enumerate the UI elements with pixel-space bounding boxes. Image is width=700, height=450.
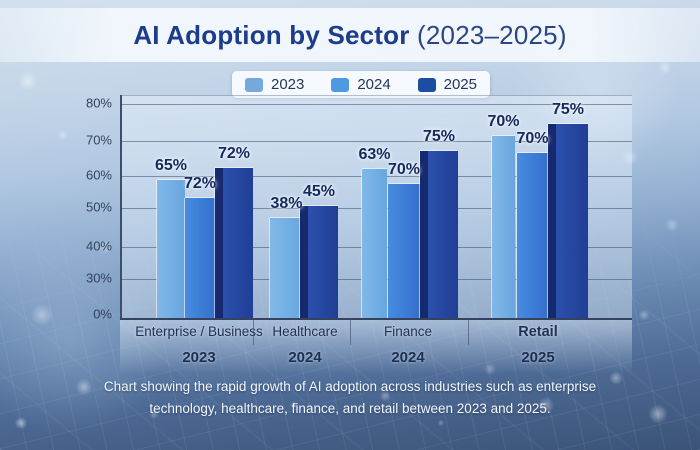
bar-value-label: 45% bbox=[302, 183, 336, 200]
bar-value-label: 70% bbox=[487, 113, 520, 130]
legend-swatch-2023 bbox=[245, 77, 263, 92]
y-axis-line bbox=[120, 95, 122, 318]
legend-swatch-2024 bbox=[331, 77, 350, 92]
bar-value-label: 70% bbox=[387, 161, 421, 178]
chart-legend: 2023 2024 2025 bbox=[232, 71, 490, 98]
bar-2023-retail bbox=[492, 136, 515, 319]
bar-2024-enterprise-business bbox=[185, 198, 215, 319]
bar-value-label: 38% bbox=[270, 195, 303, 212]
caption: Chart showing the rapid growth of AI ado… bbox=[0, 376, 700, 421]
year-label: 2025 bbox=[521, 349, 555, 366]
legend-label: 2025 bbox=[443, 76, 477, 93]
category-label-enterprise-business: Enterprise / Business bbox=[135, 324, 263, 339]
bar-2025-enterprise-business bbox=[215, 168, 253, 319]
y-tick-label: 70% bbox=[85, 132, 112, 148]
category-label-retail: Retail bbox=[518, 324, 558, 340]
bar-2023-enterprise-business bbox=[157, 180, 185, 319]
bar-2024-finance bbox=[388, 184, 420, 319]
bar-value-label: 75% bbox=[422, 128, 456, 145]
page-title: AI Adoption by Sector (2023–2025) bbox=[133, 20, 566, 51]
title-suffix: (2023–2025) bbox=[417, 19, 567, 50]
y-tick-label: 0% bbox=[93, 306, 112, 322]
x-tick-separator bbox=[253, 318, 254, 345]
title-banner: AI Adoption by Sector (2023–2025) bbox=[0, 8, 700, 62]
plot-area bbox=[120, 95, 632, 319]
bar-value-label: 63% bbox=[358, 146, 391, 163]
category-label-healthcare: Healthcare bbox=[272, 324, 338, 339]
x-axis-line bbox=[120, 318, 632, 320]
bar-value-label: 72% bbox=[183, 175, 217, 192]
y-tick-label: 60% bbox=[85, 167, 112, 183]
caption-line-2: technology, healthcare, finance, and ret… bbox=[149, 401, 551, 417]
y-tick-label: 30% bbox=[85, 270, 112, 286]
category-label-finance: Finance bbox=[383, 324, 433, 339]
x-tick-separator bbox=[350, 318, 351, 345]
bar-value-label: 65% bbox=[154, 157, 188, 174]
y-tick-label: 80% bbox=[85, 95, 112, 111]
year-label: 2024 bbox=[288, 349, 322, 366]
x-tick-separator bbox=[468, 318, 469, 345]
legend-label: 2023 bbox=[271, 76, 305, 93]
bar-value-label: 72% bbox=[217, 145, 251, 162]
legend-item-2023: 2023 bbox=[245, 76, 304, 93]
gridline-80% bbox=[120, 104, 632, 105]
bar-2023-finance bbox=[362, 169, 387, 319]
x-labels-strip bbox=[120, 318, 632, 374]
bar-2025-finance bbox=[420, 151, 458, 319]
bar-2023-healthcare bbox=[270, 218, 303, 319]
legend-item-2024: 2024 bbox=[331, 76, 391, 93]
bar-2025-retail bbox=[548, 124, 588, 319]
legend-label: 2024 bbox=[357, 76, 391, 93]
caption-line-1: Chart showing the rapid growth of AI ado… bbox=[103, 379, 597, 394]
gridline-70% bbox=[120, 141, 632, 142]
bar-2025-healthcare bbox=[300, 206, 338, 319]
year-label: 2024 bbox=[391, 349, 425, 366]
bar-value-label: 70% bbox=[516, 130, 549, 147]
legend-swatch-2025 bbox=[417, 77, 436, 92]
bar-2024-retail bbox=[517, 153, 548, 319]
y-tick-label: 40% bbox=[85, 238, 112, 254]
legend-item-2025: 2025 bbox=[417, 76, 477, 93]
y-tick-label: 50% bbox=[85, 199, 112, 215]
bar-value-label: 75% bbox=[551, 101, 585, 118]
title-main: AI Adoption by Sector bbox=[133, 19, 410, 50]
year-label: 2023 bbox=[182, 349, 216, 366]
